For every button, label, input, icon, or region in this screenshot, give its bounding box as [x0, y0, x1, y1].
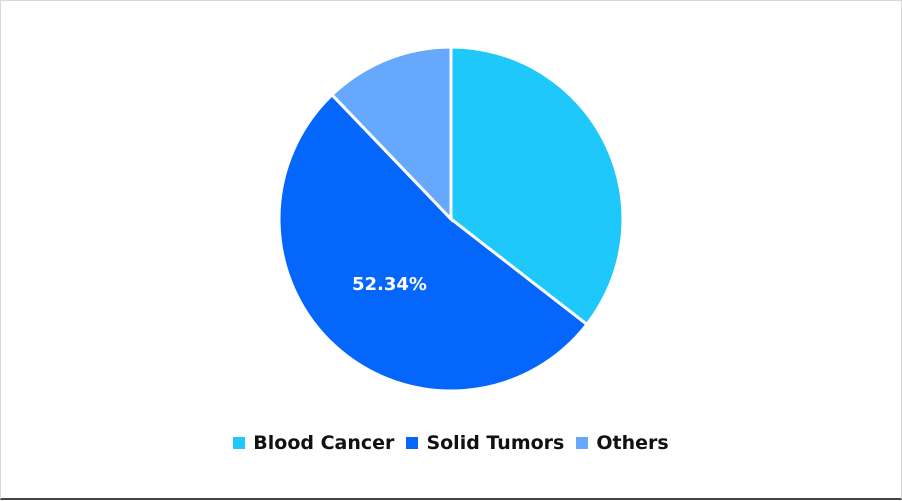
- solid-tumors-data-label: 52.34%: [352, 274, 427, 295]
- legend-label: Blood Cancer: [253, 432, 395, 454]
- legend-label: Others: [596, 432, 669, 454]
- legend-swatch: [576, 437, 589, 449]
- legend-swatch: [406, 437, 419, 449]
- legend-label: Solid Tumors: [426, 432, 565, 454]
- legend: Blood Cancer Solid Tumors Others: [0, 432, 902, 454]
- pie-slice-blood-cancer: [449, 45, 625, 327]
- pie-slice-others: [329, 45, 453, 223]
- pie-slice-solid-tumors: [277, 92, 590, 393]
- legend-item-solid-tumors: Solid Tumors: [406, 432, 564, 454]
- legend-swatch: [233, 437, 246, 449]
- legend-item-blood-cancer: Blood Cancer: [233, 432, 394, 454]
- legend-item-others: Others: [576, 432, 669, 454]
